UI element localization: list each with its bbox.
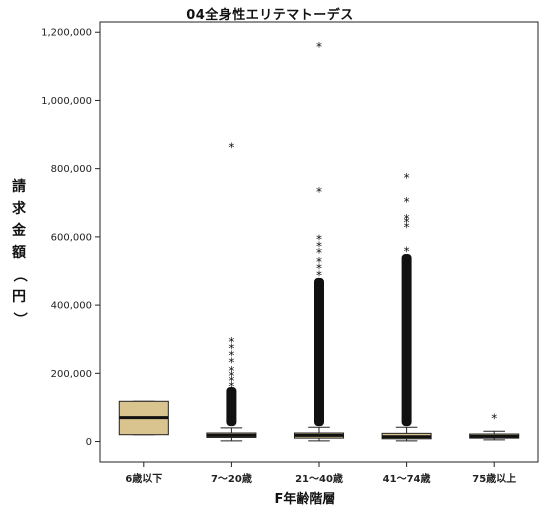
y-axis-label-char: 求	[12, 201, 26, 217]
y-tick-label: 0	[86, 437, 92, 448]
outlier-star: *	[316, 239, 322, 253]
outlier-star: *	[228, 335, 234, 349]
y-tick-label: 600,000	[51, 232, 92, 243]
outlier-star: *	[404, 221, 410, 235]
y-axis-label: 請求金額（円）	[8, 176, 30, 330]
outlier-star: *	[228, 364, 234, 378]
x-tick-label: 75歳以上	[472, 472, 516, 485]
outlier-star: *	[404, 195, 410, 209]
x-tick-label: 41～74歳	[383, 472, 431, 485]
outlier-star: *	[491, 412, 497, 426]
outlier-band	[401, 253, 412, 427]
outlier-band	[226, 386, 237, 427]
y-tick-label: 200,000	[51, 369, 92, 380]
outlier-star: *	[228, 140, 234, 154]
y-axis-label-char: 額	[12, 245, 26, 261]
outlier-star: *	[404, 216, 410, 230]
chart-title: 04全身性エリテマトーデス	[186, 8, 354, 23]
x-axis-label: F年齢階層	[274, 492, 336, 507]
y-tick-label: 1,200,000	[41, 28, 92, 39]
y-tick-label: 800,000	[51, 164, 92, 175]
outlier-star: *	[316, 255, 322, 269]
y-axis-label-char: 円	[12, 289, 26, 305]
outlier-star: *	[316, 185, 322, 199]
y-tick-label: 400,000	[51, 301, 92, 312]
outlier-star: *	[404, 212, 410, 226]
outlier-star: *	[228, 379, 234, 393]
x-tick-label: 21～40歳	[295, 472, 343, 485]
x-tick-label: 6歳以下	[125, 472, 162, 485]
outlier-star: *	[228, 355, 234, 369]
outlier-star: *	[228, 374, 234, 388]
y-tick-label: 1,000,000	[41, 96, 92, 107]
y-axis-label-char: 金	[12, 223, 26, 239]
outlier-star: *	[316, 262, 322, 276]
outlier-band	[314, 277, 324, 427]
y-axis-label-char: 請	[12, 179, 26, 195]
outlier-star: *	[228, 342, 234, 356]
outlier-star: *	[404, 171, 410, 185]
x-tick-label: 7～20歳	[211, 472, 252, 485]
outlier-star: *	[316, 40, 322, 54]
outlier-star: *	[316, 268, 322, 282]
outlier-star: *	[228, 369, 234, 383]
outlier-star: *	[316, 246, 322, 260]
outlier-star: *	[404, 245, 410, 259]
outlier-star: *	[316, 233, 322, 247]
outlier-star: *	[228, 349, 234, 363]
